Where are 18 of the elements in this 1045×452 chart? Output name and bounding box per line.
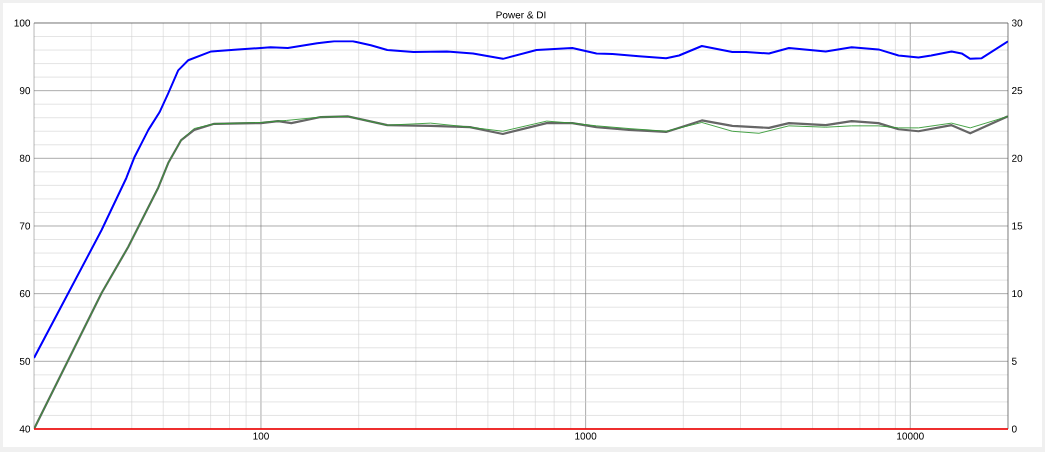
y-tick-label: 80 — [19, 154, 31, 162]
x-tick-label: 100 — [253, 432, 269, 440]
y2-tick-label: 30 — [1011, 19, 1023, 27]
y-tick-label: 90 — [19, 87, 31, 95]
y2-tick-label: 20 — [1012, 154, 1023, 162]
chart-title: Power & DI — [496, 11, 546, 19]
y2-tick-label: 15 — [1012, 222, 1023, 230]
x-tick-label: 10000 — [897, 432, 924, 440]
y-tick-label: 50 — [19, 357, 31, 365]
y2-tick-label: 5 — [1011, 357, 1017, 365]
y-tick-label: 70 — [19, 222, 31, 230]
y-tick-label: 100 — [14, 19, 31, 27]
y-tick-label: 40 — [19, 425, 31, 433]
y2-tick-label: 10 — [1012, 290, 1023, 298]
y2-tick-label: 25 — [1012, 87, 1023, 95]
x-tick-label: 1000 — [575, 432, 597, 440]
y2-tick-label: 0 — [1011, 425, 1017, 433]
y-tick-label: 60 — [19, 290, 31, 298]
